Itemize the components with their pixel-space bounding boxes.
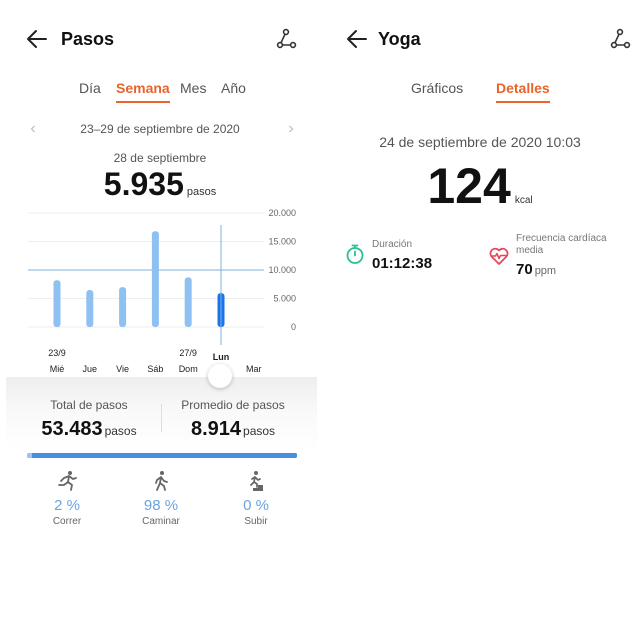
chevron-right-icon[interactable]: › <box>288 120 294 137</box>
tab-charts[interactable]: Gráficos <box>411 80 464 96</box>
heart-rate-reading: 70 ppm <box>516 261 556 278</box>
selected-date: 28 de septiembre <box>113 151 207 165</box>
walking-label: Caminar <box>142 516 180 527</box>
selected-steps-value: 5.935 <box>103 166 184 202</box>
x-tick-label: Lun <box>213 352 230 362</box>
page-title: Pasos <box>61 29 115 49</box>
duration-metric: Duración 01:12:38 <box>344 233 484 278</box>
activity-running: 2 % Correr <box>22 470 112 527</box>
average-steps-value: 8.914 <box>190 418 242 440</box>
y-tick-label: 10.000 <box>268 265 296 275</box>
walking-icon <box>155 471 168 491</box>
total-steps-unit: pasos <box>104 424 137 438</box>
divider <box>161 404 162 432</box>
steps-header: Pasos <box>0 24 320 56</box>
y-tick-label: 20.000 <box>268 208 296 218</box>
date-range: 23–29 de septiembre de 2020 <box>80 122 240 136</box>
heart-rate-label-line1: Frecuencia cardíaca <box>516 233 607 244</box>
running-percent: 2 % <box>54 497 80 514</box>
yoga-header: Yoga <box>320 24 640 56</box>
tab-month[interactable]: Mes <box>180 80 207 96</box>
x-tick-label: Vie <box>116 364 129 374</box>
walking-percent: 98 % <box>143 497 179 514</box>
page-title: Yoga <box>378 29 421 49</box>
average-steps: Promedio de pasos 8.914 pasos <box>168 398 298 441</box>
selected-steps: 5.935 pasos <box>0 166 320 203</box>
heart-rate-unit: ppm <box>534 265 557 277</box>
running-icon <box>58 471 77 491</box>
y-tick-label: 5.000 <box>273 294 296 304</box>
heart-rate-value: 70 <box>516 261 533 278</box>
steps-screen: Pasos Día Semana Mes Año ‹ 23–29 de sept… <box>0 24 320 527</box>
stopwatch-icon <box>346 244 364 264</box>
heart-rate-icon <box>489 247 509 265</box>
climbing-percent: 0 % <box>243 497 269 514</box>
calories-value: 124 <box>427 158 511 214</box>
average-steps-unit: pasos <box>243 424 276 438</box>
share-route-icon[interactable] <box>274 27 298 51</box>
workout-datetime: 24 de septiembre de 2020 10:03 <box>379 134 581 150</box>
bar <box>151 231 159 327</box>
chevron-left-icon[interactable]: ‹ <box>30 120 36 137</box>
yoga-tabs: Gráficos Detalles <box>320 80 640 104</box>
chart-scrubber-handle[interactable] <box>208 364 232 388</box>
walking-share-bar <box>32 453 297 458</box>
y-tick-label: 0 <box>291 322 296 332</box>
total-steps: Total de pasos 53.483 pasos <box>24 398 154 441</box>
x-tick-label: Mar <box>246 364 262 374</box>
running-share-bar <box>27 453 33 458</box>
x-date-label: 23/9 <box>48 348 66 358</box>
x-tick-label: Jue <box>83 364 98 374</box>
bar <box>86 289 94 327</box>
steps-unit: pasos <box>186 186 217 198</box>
climbing-label: Subir <box>244 516 268 527</box>
duration-value: 01:12:38 <box>372 255 433 272</box>
tab-details[interactable]: Detalles <box>496 80 550 103</box>
x-date-label: 27/9 <box>179 348 197 358</box>
activity-climbing: 0 % Subir <box>211 470 301 527</box>
running-label: Correr <box>52 516 82 527</box>
climbing-stairs-icon <box>248 471 263 491</box>
x-tick-label: Sáb <box>147 364 163 374</box>
tab-year[interactable]: Año <box>221 80 246 96</box>
activity-distribution-bar <box>27 453 297 458</box>
calories: 124 kcal <box>320 157 640 215</box>
share-route-icon[interactable] <box>608 27 632 51</box>
heart-rate-label-line2: media <box>516 245 544 256</box>
x-tick-label: Mié <box>50 364 65 374</box>
arrow-left-icon[interactable] <box>24 26 50 52</box>
x-tick-label: Dom <box>179 364 198 374</box>
weekly-steps-chart[interactable]: 20.000 15.000 10.000 5.000 0 23/9 Mié Jue Vie Sáb… <box>24 205 304 375</box>
bar <box>184 277 192 327</box>
total-steps-value: 53.483 <box>41 418 103 440</box>
bar <box>53 280 61 327</box>
activity-walking: 98 % Caminar <box>116 470 206 527</box>
arrow-left-icon[interactable] <box>344 26 370 52</box>
average-steps-label: Promedio de pasos <box>181 398 285 412</box>
bar <box>119 287 127 327</box>
yoga-screen: Yoga Gráficos Detalles 24 de septiembre … <box>320 0 640 640</box>
tab-week[interactable]: Semana <box>116 80 170 103</box>
y-tick-label: 15.000 <box>268 237 296 247</box>
duration-label: Duración <box>372 239 413 250</box>
total-steps-label: Total de pasos <box>50 398 128 412</box>
period-tabs: Día Semana Mes Año <box>0 80 320 104</box>
calories-unit: kcal <box>514 195 533 206</box>
date-range-navigator: ‹ 23–29 de septiembre de 2020 › <box>0 121 320 139</box>
tab-day[interactable]: Día <box>79 80 101 96</box>
heart-rate-metric: Frecuencia cardíaca media 70 ppm <box>488 233 640 283</box>
